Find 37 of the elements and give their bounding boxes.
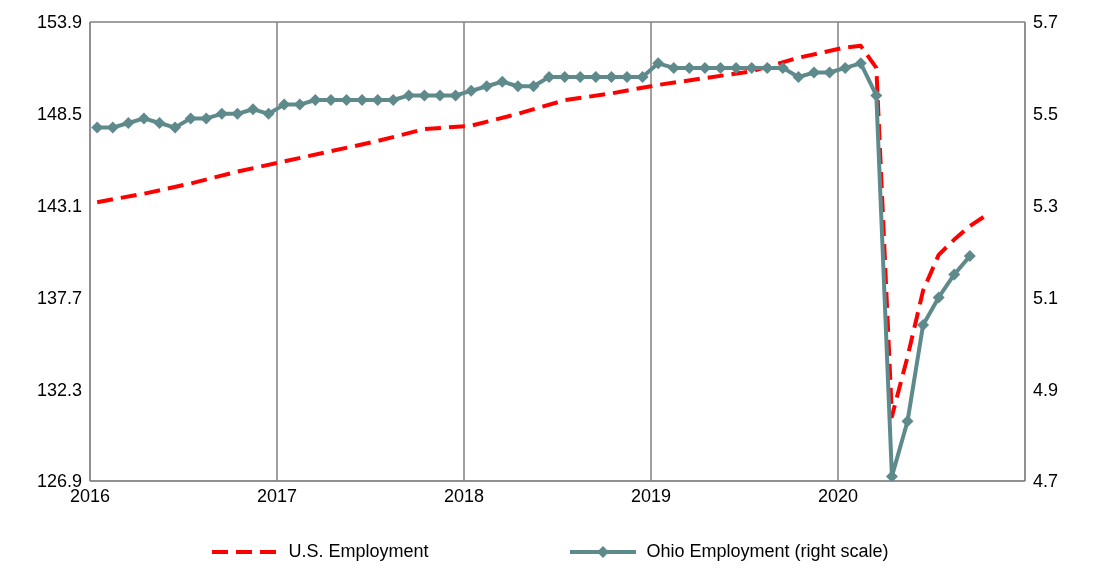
legend-label: U.S. Employment bbox=[288, 541, 429, 562]
y2-tick-label: 5.7 bbox=[1033, 12, 1059, 33]
point bbox=[137, 112, 150, 125]
point bbox=[963, 250, 976, 263]
point bbox=[122, 116, 135, 129]
y2-tick-label: 5.5 bbox=[1033, 104, 1059, 125]
point bbox=[652, 57, 665, 70]
point bbox=[496, 75, 509, 88]
point bbox=[153, 116, 166, 129]
legend-label: Ohio Employment (right scale) bbox=[646, 541, 889, 562]
point bbox=[854, 57, 867, 70]
x-tick-label: 2017 bbox=[256, 485, 298, 506]
point bbox=[792, 71, 805, 84]
x-tick-label: 2018 bbox=[443, 485, 485, 506]
point bbox=[948, 268, 961, 281]
x-tick-label: 2019 bbox=[630, 485, 672, 506]
y2-tick-label: 5.1 bbox=[1033, 287, 1059, 308]
point bbox=[465, 84, 478, 97]
point bbox=[917, 318, 930, 331]
point bbox=[262, 107, 275, 120]
x-tick-label: 2020 bbox=[817, 485, 859, 506]
y2-tick-label: 5.3 bbox=[1033, 195, 1059, 216]
point bbox=[215, 107, 228, 120]
point bbox=[901, 415, 914, 428]
point bbox=[247, 103, 260, 116]
y-tick-label: 132.3 bbox=[36, 379, 82, 400]
point bbox=[511, 80, 524, 93]
point bbox=[169, 121, 182, 134]
point bbox=[480, 80, 493, 93]
y-tick-label: 153.9 bbox=[36, 12, 82, 33]
point bbox=[839, 61, 852, 74]
point bbox=[932, 291, 945, 304]
y2-tick-label: 4.7 bbox=[1033, 471, 1059, 492]
y-tick-label: 148.5 bbox=[36, 104, 82, 125]
y-tick-label: 143.1 bbox=[36, 195, 82, 216]
y2-tick-label: 4.9 bbox=[1033, 379, 1059, 400]
y-tick-label: 137.7 bbox=[36, 287, 82, 308]
